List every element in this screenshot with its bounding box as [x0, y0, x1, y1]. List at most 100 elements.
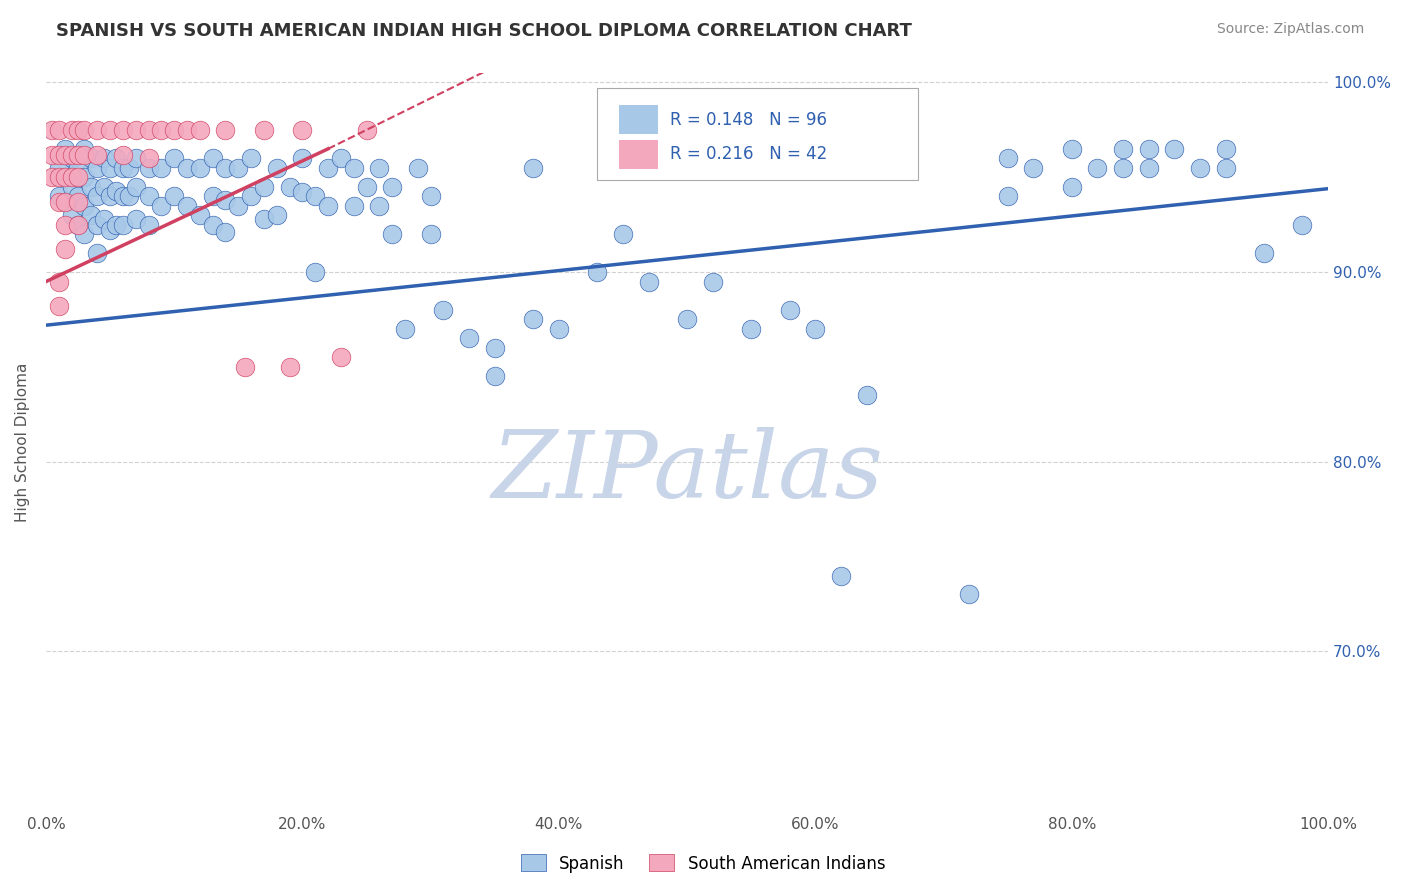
Point [48, 275, 70, 289]
Point [163, 151, 186, 165]
Point [80, 208, 103, 222]
Point [111, 218, 134, 232]
Point [394, 322, 416, 336]
Text: ZIPatlas: ZIPatlas [491, 427, 883, 517]
Point [86, 189, 108, 203]
Point [60, 151, 83, 165]
Point [612, 227, 634, 242]
Point [53, 218, 76, 232]
Point [432, 303, 454, 318]
Point [60, 123, 83, 137]
Point [1188, 161, 1211, 175]
Point [201, 151, 224, 165]
Point [125, 179, 148, 194]
Point [105, 218, 128, 232]
Text: SPANISH VS SOUTH AMERICAN INDIAN HIGH SCHOOL DIPLOMA CORRELATION CHART: SPANISH VS SOUTH AMERICAN INDIAN HIGH SC… [56, 22, 912, 40]
Point [291, 186, 314, 200]
Point [73, 123, 96, 137]
Point [304, 265, 326, 279]
Point [214, 123, 236, 137]
Point [138, 161, 160, 175]
Point [188, 208, 211, 222]
Point [105, 151, 128, 165]
Point [522, 161, 544, 175]
Point [48, 123, 70, 137]
Point [41, 147, 63, 161]
Point [278, 359, 301, 374]
Point [997, 189, 1019, 203]
Point [484, 369, 506, 384]
Point [48, 147, 70, 161]
Point [291, 123, 314, 137]
Point [253, 212, 276, 227]
Point [86, 161, 108, 175]
Point [53, 243, 76, 257]
Text: Source: ZipAtlas.com: Source: ZipAtlas.com [1216, 22, 1364, 37]
Point [1112, 161, 1135, 175]
Point [419, 189, 441, 203]
Point [804, 322, 827, 336]
Point [343, 199, 366, 213]
Point [855, 388, 877, 402]
Point [201, 218, 224, 232]
Point [830, 568, 852, 582]
Point [214, 225, 236, 239]
Point [41, 170, 63, 185]
Point [111, 123, 134, 137]
Point [73, 147, 96, 161]
Point [522, 312, 544, 326]
Point [41, 123, 63, 137]
Point [138, 218, 160, 232]
Point [1060, 179, 1083, 194]
Point [176, 123, 198, 137]
Point [66, 189, 89, 203]
Point [98, 223, 121, 237]
Text: R = 0.148   N = 96: R = 0.148 N = 96 [671, 111, 827, 128]
Point [381, 179, 404, 194]
Point [48, 170, 70, 185]
Point [86, 246, 108, 260]
Point [214, 161, 236, 175]
Point [73, 227, 96, 242]
FancyBboxPatch shape [598, 87, 918, 180]
Point [66, 218, 89, 232]
Point [53, 194, 76, 209]
Legend: Spanish, South American Indians: Spanish, South American Indians [515, 847, 891, 880]
Point [547, 322, 569, 336]
FancyBboxPatch shape [619, 104, 658, 135]
Text: R = 0.216   N = 42: R = 0.216 N = 42 [671, 145, 828, 163]
Point [93, 179, 115, 194]
Point [214, 193, 236, 207]
Point [138, 123, 160, 137]
Point [150, 199, 173, 213]
Point [1022, 161, 1045, 175]
Point [80, 179, 103, 194]
Point [48, 189, 70, 203]
Point [266, 161, 288, 175]
Point [702, 275, 724, 289]
Point [201, 189, 224, 203]
Point [105, 184, 128, 198]
Point [150, 161, 173, 175]
Y-axis label: High School Diploma: High School Diploma [15, 363, 30, 523]
Point [118, 189, 141, 203]
Point [53, 142, 76, 156]
Point [48, 299, 70, 313]
Point [60, 208, 83, 222]
Point [1060, 142, 1083, 156]
Point [125, 212, 148, 227]
Point [226, 199, 249, 213]
Point [73, 142, 96, 156]
Point [80, 151, 103, 165]
Point [1215, 142, 1237, 156]
Point [93, 212, 115, 227]
Point [111, 161, 134, 175]
Point [188, 123, 211, 137]
Point [73, 199, 96, 213]
Point [98, 189, 121, 203]
Point [138, 189, 160, 203]
Point [125, 123, 148, 137]
Point [60, 170, 83, 185]
Point [997, 151, 1019, 165]
Point [98, 161, 121, 175]
